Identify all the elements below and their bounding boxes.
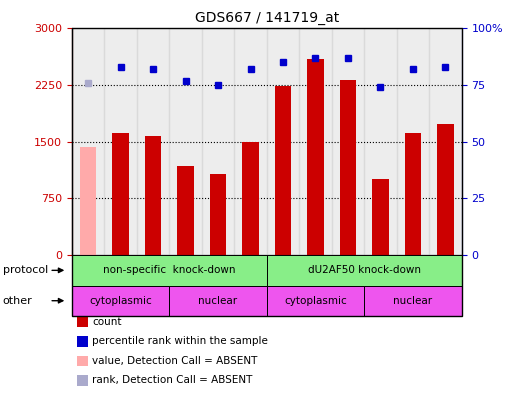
Bar: [275, 86, 291, 255]
Bar: [307, 59, 324, 255]
Bar: [267, 255, 462, 286]
Bar: [104, 28, 137, 255]
Title: GDS667 / 141719_at: GDS667 / 141719_at: [194, 11, 339, 25]
Text: count: count: [92, 317, 122, 327]
Text: nuclear: nuclear: [199, 296, 238, 306]
Bar: [299, 28, 332, 255]
Bar: [242, 142, 259, 255]
Text: cytoplasmic: cytoplasmic: [284, 296, 347, 306]
Bar: [72, 255, 267, 286]
Bar: [405, 133, 421, 255]
Text: rank, Detection Call = ABSENT: rank, Detection Call = ABSENT: [92, 375, 253, 385]
Bar: [364, 286, 462, 316]
Text: other: other: [3, 296, 32, 306]
Text: value, Detection Call = ABSENT: value, Detection Call = ABSENT: [92, 356, 258, 366]
Bar: [210, 174, 226, 255]
Bar: [437, 124, 453, 255]
Bar: [332, 28, 364, 255]
Bar: [267, 28, 299, 255]
Bar: [137, 28, 169, 255]
Text: cytoplasmic: cytoplasmic: [89, 296, 152, 306]
Bar: [169, 28, 202, 255]
Bar: [72, 286, 169, 316]
Bar: [397, 28, 429, 255]
Bar: [202, 28, 234, 255]
Text: non-specific  knock-down: non-specific knock-down: [103, 265, 235, 275]
Bar: [372, 179, 389, 255]
Text: dU2AF50 knock-down: dU2AF50 knock-down: [308, 265, 421, 275]
Bar: [177, 166, 193, 255]
Bar: [169, 286, 267, 316]
Text: nuclear: nuclear: [393, 296, 432, 306]
Bar: [267, 286, 364, 316]
Bar: [145, 136, 161, 255]
Bar: [340, 80, 356, 255]
Bar: [234, 28, 267, 255]
Text: protocol: protocol: [3, 265, 48, 275]
Text: percentile rank within the sample: percentile rank within the sample: [92, 337, 268, 346]
Bar: [72, 28, 104, 255]
Bar: [364, 28, 397, 255]
Bar: [112, 133, 129, 255]
Bar: [80, 147, 96, 255]
Bar: [429, 28, 462, 255]
